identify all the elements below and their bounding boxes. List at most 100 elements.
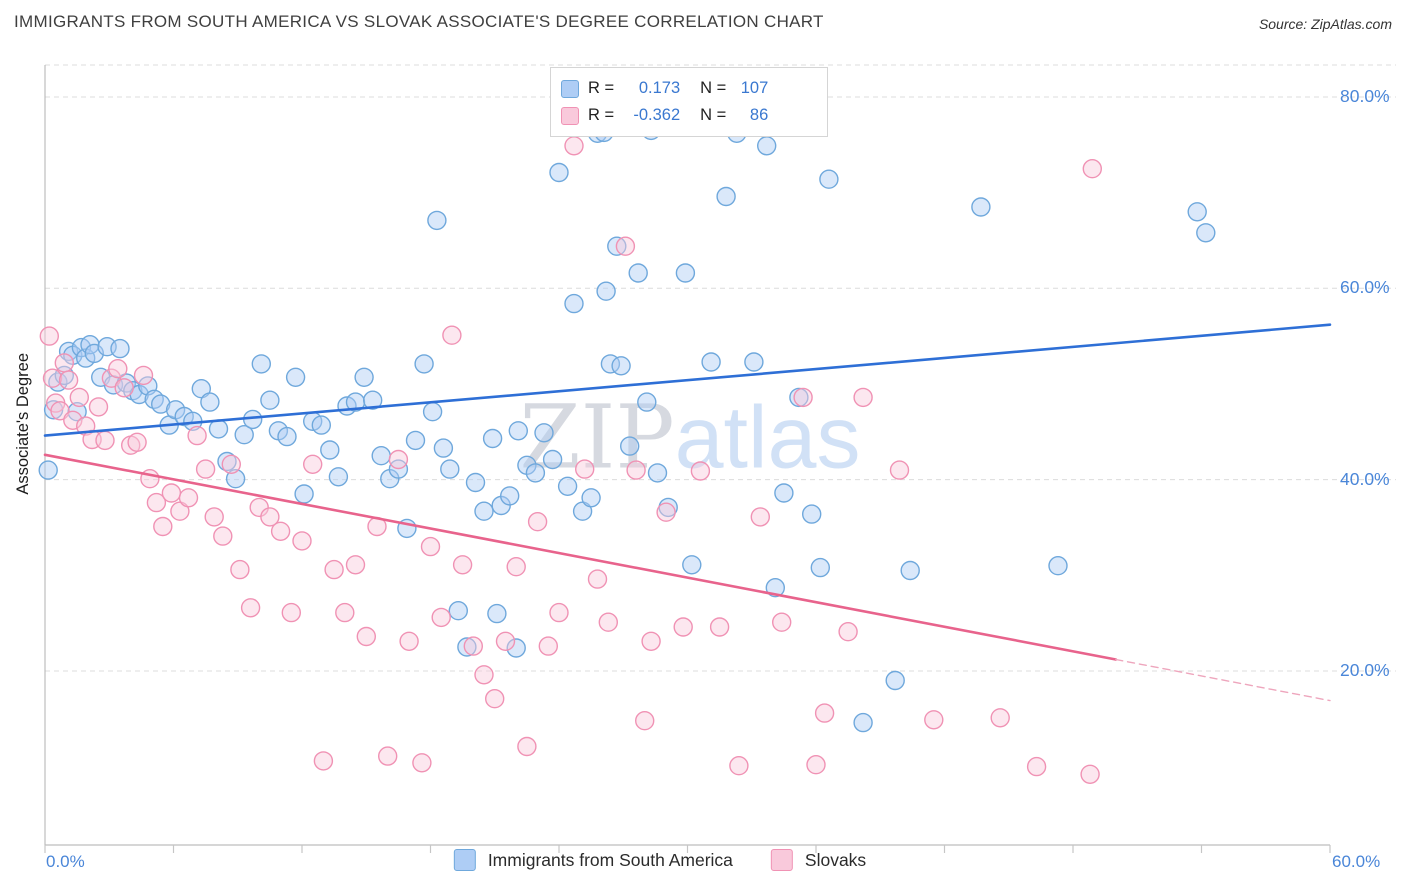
- scatter-point-south-america: [251, 354, 271, 374]
- x-axis-min-label: 0.0%: [46, 852, 85, 871]
- scatter-point-south-america: [596, 281, 616, 301]
- scatter-point-south-america: [110, 338, 130, 359]
- scatter-point-slovaks: [178, 488, 199, 508]
- scatter-point-slovaks: [626, 460, 646, 480]
- trend-line-south-america: [43, 323, 1332, 437]
- scatter-point-south-america: [38, 460, 58, 480]
- scatter-point-south-america: [647, 463, 668, 483]
- blue-series-swatch-icon: [453, 849, 476, 871]
- scatter-point-south-america: [675, 263, 696, 283]
- scatter-point-south-america: [581, 488, 601, 508]
- scatter-point-south-america: [971, 197, 991, 217]
- scatter-point-slovaks: [240, 598, 261, 618]
- scatter-point-south-america: [757, 136, 777, 156]
- n-value-blue: 107: [740, 79, 769, 97]
- trend-line-slovaks-extension: [1115, 658, 1331, 702]
- scatter-point-slovaks: [517, 736, 537, 757]
- scatter-point-south-america: [422, 402, 443, 422]
- scatter-point-south-america: [457, 637, 477, 657]
- scatter-point-slovaks: [549, 602, 569, 623]
- scatter-point-south-america: [320, 440, 340, 460]
- scatter-point-slovaks: [452, 555, 473, 575]
- scatter-point-slovaks: [990, 708, 1010, 728]
- scatter-point-slovaks: [838, 622, 858, 642]
- scatter-point-south-america: [885, 670, 905, 691]
- scatter-point-south-america: [208, 419, 229, 439]
- scatter-point-south-america: [328, 467, 349, 487]
- scatter-point-south-america: [500, 486, 520, 506]
- r-value-pink: -0.362: [633, 106, 681, 124]
- scatter-point-slovaks: [527, 512, 548, 532]
- scatter-point-south-america: [354, 367, 374, 387]
- scatter-point-slovaks: [88, 397, 109, 417]
- scatter-point-slovaks: [806, 755, 826, 775]
- scatter-point-south-america: [200, 392, 220, 412]
- scatter-point-slovaks: [564, 136, 584, 156]
- r-label: R =: [588, 106, 615, 124]
- y-tick-80: 80.0%: [1340, 85, 1390, 106]
- series-label-slovaks: Slovaks: [804, 849, 867, 870]
- scatter-point-south-america: [405, 430, 426, 451]
- correlation-legend: R = 0.173 N = 107 R = -0.362 N = 86: [550, 67, 828, 137]
- scatter-point-slovaks: [431, 607, 451, 628]
- scatter-point-slovaks: [270, 521, 291, 541]
- scatter-point-slovaks: [114, 378, 134, 398]
- scatter-point-slovaks: [69, 387, 90, 408]
- scatter-point-slovaks: [793, 387, 813, 408]
- scatter-point-slovaks: [495, 631, 516, 651]
- scatter-point-south-america: [774, 483, 794, 503]
- scatter-point-slovaks: [1080, 764, 1100, 784]
- scatter-point-south-america: [363, 390, 383, 410]
- scatter-point-slovaks: [313, 751, 334, 771]
- scatter-point-slovaks: [690, 461, 711, 481]
- scatter-point-slovaks: [598, 612, 618, 632]
- legend-row-south-america: R = 0.173 N = 107: [561, 75, 817, 102]
- scatter-point-south-america: [311, 415, 331, 435]
- n-label: N =: [700, 106, 727, 124]
- scatter-point-south-america: [1187, 202, 1207, 222]
- scatter-point-south-america: [525, 463, 546, 483]
- scatter-point-south-america: [900, 560, 920, 581]
- scatter-point-south-america: [427, 210, 447, 231]
- scatter-point-south-america: [465, 472, 486, 493]
- scatter-point-slovaks: [161, 483, 182, 503]
- scatter-point-slovaks: [656, 502, 676, 522]
- scatter-point-south-america: [234, 425, 254, 445]
- r-value-blue: 0.173: [638, 79, 681, 97]
- blue-series-swatch-icon: [561, 79, 579, 98]
- legend-row-slovaks: R = -0.362 N = 86: [561, 102, 817, 129]
- scatter-point-south-america: [277, 426, 297, 447]
- scatter-point-slovaks: [42, 368, 63, 388]
- scatter-point-south-america: [611, 356, 631, 376]
- scatter-point-south-america: [294, 484, 314, 504]
- scatter-point-slovaks: [58, 370, 79, 390]
- scatter-point-slovaks: [575, 459, 595, 479]
- scatter-point-slovaks: [335, 602, 355, 623]
- scatter-point-south-america: [789, 387, 809, 408]
- scatter-point-south-america: [487, 603, 507, 624]
- scatter-point-south-america: [765, 578, 785, 598]
- scatter-point-slovaks: [260, 507, 280, 527]
- scatter-point-slovaks: [1082, 158, 1103, 179]
- scatter-point-south-america: [225, 469, 246, 489]
- scatter-point-south-america: [564, 293, 584, 314]
- scatter-point-south-america: [534, 423, 554, 443]
- scatter-point-slovaks: [412, 753, 432, 773]
- n-label: N =: [700, 79, 727, 97]
- scatter-point-slovaks: [673, 617, 693, 637]
- pink-series-swatch-icon: [770, 849, 793, 871]
- scatter-point-south-america: [701, 352, 721, 372]
- scatter-point-slovaks: [750, 507, 770, 527]
- scatter-point-south-america: [1196, 223, 1216, 243]
- scatter-point-south-america: [371, 446, 391, 466]
- scatter-point-south-america: [542, 449, 563, 470]
- scatter-point-south-america: [1048, 556, 1068, 576]
- scatter-point-slovaks: [729, 756, 749, 776]
- scatter-point-slovaks: [399, 631, 419, 651]
- scatter-point-south-america: [810, 557, 830, 578]
- scatter-point-slovaks: [133, 365, 154, 386]
- scatter-point-south-america: [620, 436, 640, 456]
- scatter-point-south-america: [448, 601, 468, 621]
- scatter-point-slovaks: [95, 430, 115, 451]
